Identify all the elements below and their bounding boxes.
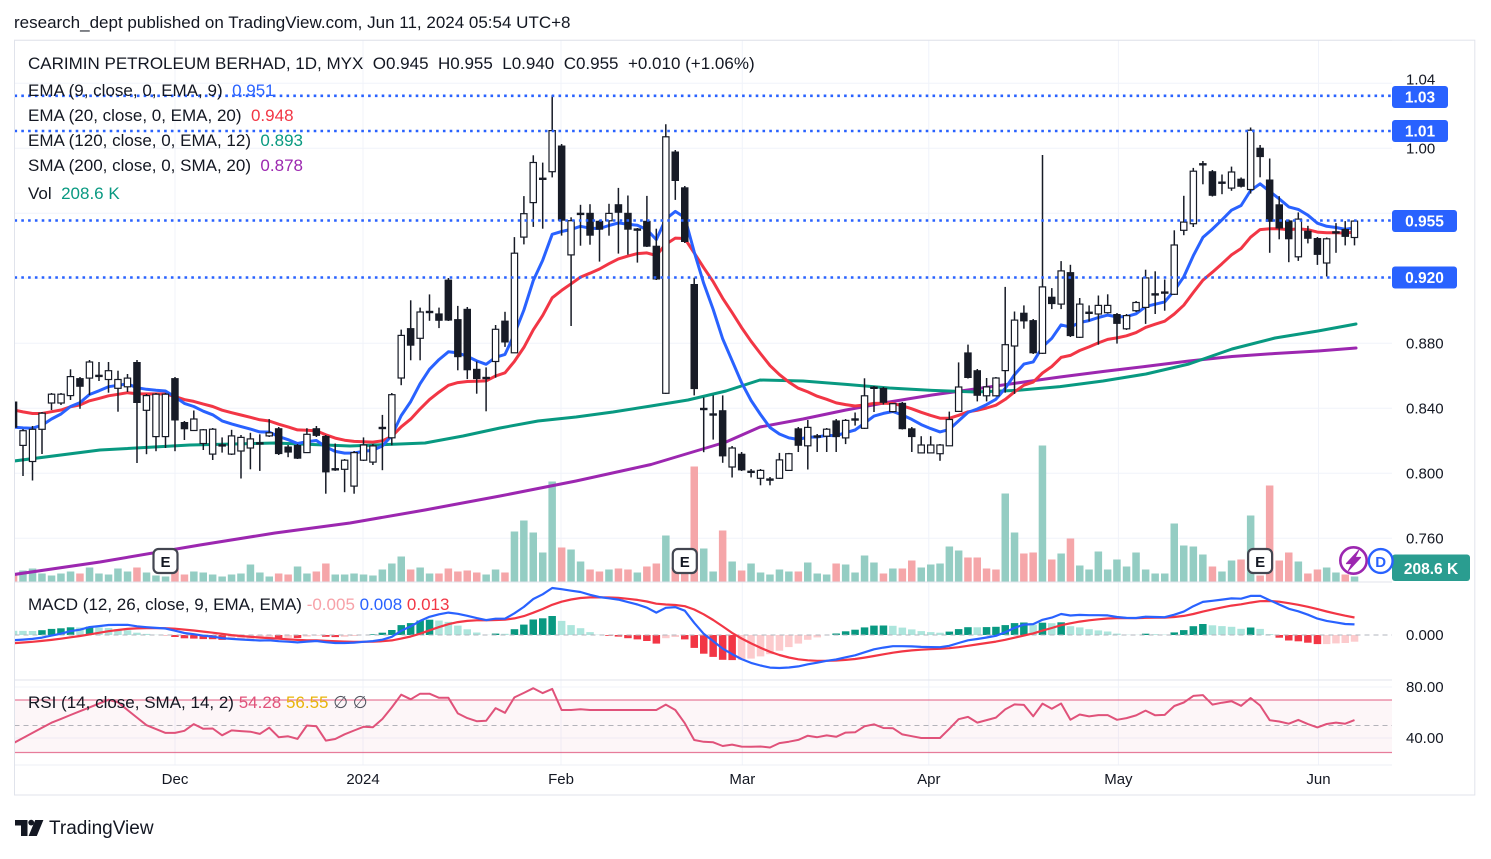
svg-text:1.00: 1.00 xyxy=(1406,140,1435,157)
svg-text:Jun: Jun xyxy=(1306,771,1330,788)
svg-text:Apr: Apr xyxy=(917,771,940,788)
svg-text:Vol 208.6 K: Vol 208.6 K xyxy=(28,184,120,203)
svg-text:0.800: 0.800 xyxy=(1406,465,1444,482)
svg-text:EMA (9, close, 0, EMA, 9) 0.9: EMA (9, close, 0, EMA, 9) 0.951 xyxy=(28,81,275,100)
svg-text:0.000: 0.000 xyxy=(1406,627,1444,644)
svg-text:RSI (14, close, SMA, 14, 2) 54: RSI (14, close, SMA, 14, 2) 54.28 56.55 … xyxy=(28,693,368,712)
svg-text:0.880: 0.880 xyxy=(1406,335,1444,352)
svg-text:1.03: 1.03 xyxy=(1405,90,1436,107)
svg-text:May: May xyxy=(1104,771,1133,788)
svg-text:208.6 K: 208.6 K xyxy=(1404,561,1459,578)
svg-text:2024: 2024 xyxy=(346,771,379,788)
svg-text:MACD (12, 26, close, 9, EMA, E: MACD (12, 26, close, 9, EMA, EMA) -0.005… xyxy=(28,595,449,614)
svg-text:EMA (120, close, 0, EMA, 12): EMA (120, close, 0, EMA, 12) 0.893 xyxy=(28,131,303,150)
svg-text:TradingView: TradingView xyxy=(49,818,154,839)
svg-text:Dec: Dec xyxy=(162,771,189,788)
svg-text:research_dept published on Tra: research_dept published on TradingView.c… xyxy=(14,13,570,32)
svg-text:D: D xyxy=(1375,554,1386,571)
svg-text:Feb: Feb xyxy=(548,771,574,788)
svg-text:0.920: 0.920 xyxy=(1405,270,1444,287)
svg-text:SMA (200, close, 0, SMA, 20): SMA (200, close, 0, SMA, 20) 0.878 xyxy=(28,156,303,175)
svg-text:EMA (20, close, 0, EMA, 20) 0: EMA (20, close, 0, EMA, 20) 0.948 xyxy=(28,106,294,125)
svg-text:0.840: 0.840 xyxy=(1406,400,1444,417)
svg-text:0.955: 0.955 xyxy=(1405,214,1444,231)
svg-text:E: E xyxy=(680,554,690,571)
svg-text:Mar: Mar xyxy=(729,771,755,788)
svg-text:40.00: 40.00 xyxy=(1406,730,1444,747)
svg-text:80.00: 80.00 xyxy=(1406,679,1444,696)
svg-text:1.04: 1.04 xyxy=(1406,72,1435,89)
svg-text:E: E xyxy=(160,554,170,571)
svg-text:E: E xyxy=(1255,554,1265,571)
svg-text:CARIMIN PETROLEUM BERHAD, 1D,: CARIMIN PETROLEUM BERHAD, 1D, MYX O0.945… xyxy=(28,54,755,73)
svg-text:1.01: 1.01 xyxy=(1405,124,1436,141)
svg-text:0.760: 0.760 xyxy=(1406,530,1444,547)
